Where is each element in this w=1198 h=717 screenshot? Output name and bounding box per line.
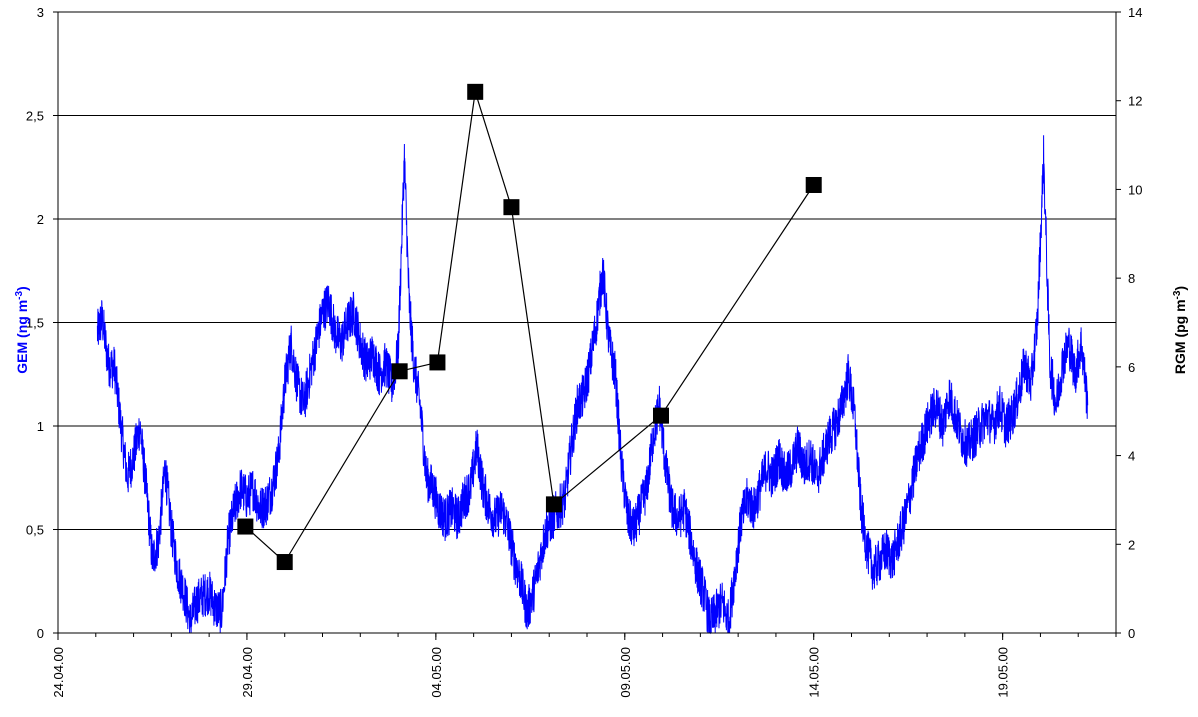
rgm-marker [652,407,669,424]
axes [53,11,1121,640]
rgm-marker [503,199,520,216]
y-right-tick-label: 14 [1128,5,1142,20]
y-left-tick-label: 1,5 [26,316,44,331]
x-tick-label: 04.05.00 [429,647,444,698]
y-right-tick-label: 0 [1128,626,1135,641]
y-right-tick-label: 10 [1128,182,1142,197]
rgm-series [237,83,822,571]
rgm-marker [276,554,293,571]
rgm-marker [545,496,562,513]
gridlines [58,11,1116,530]
y-right-tick-label: 4 [1128,449,1135,464]
y-left-tick-label: 1 [37,419,44,434]
tick-labels: 0 0,5 1 1,5 2 2,5 3 0 2 4 6 8 10 12 14 24.04.00 29.04.00… [26,5,1143,698]
gem-series [96,135,1089,635]
y-left-tick-label: 2,5 [26,109,44,124]
y-left-tick-label: 0,5 [26,523,44,538]
y-right-tick-label: 2 [1128,537,1135,552]
x-tick-label: 29.04.00 [240,647,255,698]
rgm-marker [805,176,822,193]
gem-line [96,135,1089,635]
x-tick-label: 14.05.00 [807,647,822,698]
y-right-tick-label: 12 [1128,94,1142,109]
y-left-tick-label: 3 [37,5,44,20]
y-axis-left-title: GEM (ng m-3) [14,286,31,373]
y-right-tick-label: 8 [1128,271,1135,286]
x-tick-label: 19.05.00 [996,647,1011,698]
rgm-marker [429,354,446,371]
y-left-tick-label: 2 [37,212,44,227]
x-tick-label: 09.05.00 [618,647,633,698]
y-axis-right-title: RGM (pg m-3) [1172,286,1189,374]
rgm-marker [391,363,408,380]
x-tick-label: 24.04.00 [51,647,66,698]
rgm-marker [237,518,254,535]
y-left-tick-label: 0 [37,626,44,641]
y-right-tick-label: 6 [1128,360,1135,375]
rgm-marker [467,83,484,100]
